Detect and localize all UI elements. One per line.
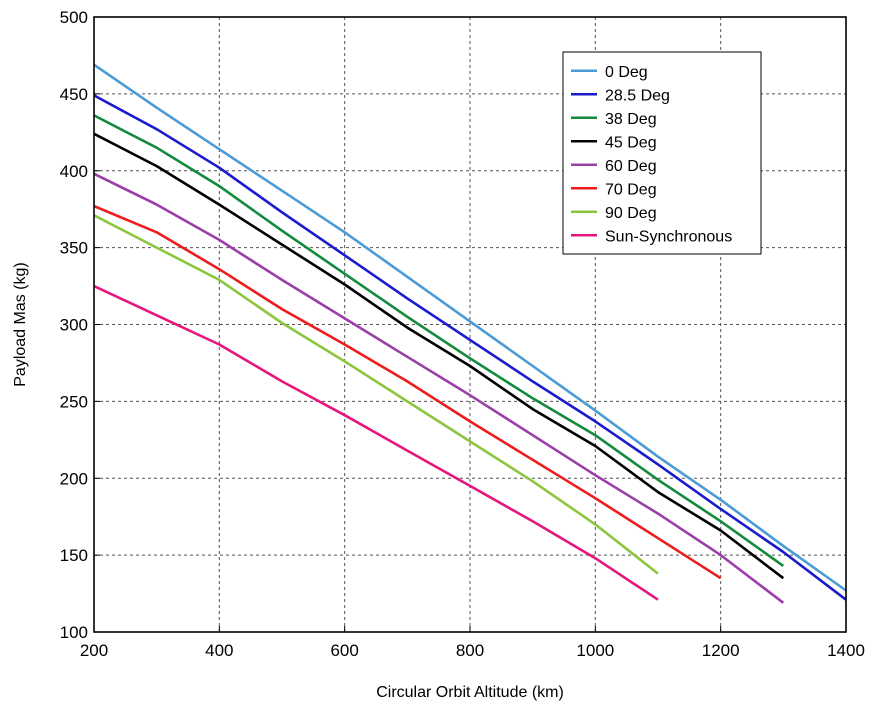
series-line bbox=[93, 284, 659, 601]
y-tick-label: 100 bbox=[60, 623, 88, 642]
x-tick-label: 200 bbox=[80, 641, 108, 660]
legend-item-label: 45 Deg bbox=[605, 134, 657, 151]
x-tick-label: 1000 bbox=[576, 641, 614, 660]
x-tick-label: 1200 bbox=[702, 641, 740, 660]
y-tick-label: 150 bbox=[60, 546, 88, 565]
y-tick-label: 250 bbox=[60, 392, 88, 411]
y-axis-label: Payload Mas (kg) bbox=[12, 262, 29, 387]
series-line bbox=[93, 63, 847, 592]
y-tick-label: 500 bbox=[60, 8, 88, 27]
x-tick-label: 400 bbox=[205, 641, 233, 660]
legend-item-label: 90 Deg bbox=[605, 205, 657, 222]
y-tick-label: 300 bbox=[60, 316, 88, 335]
y-tick-label: 350 bbox=[60, 239, 88, 258]
y-tick-label: 200 bbox=[60, 469, 88, 488]
legend-item-label: 0 Deg bbox=[605, 64, 648, 81]
legend-item-label: 70 Deg bbox=[605, 181, 657, 198]
series-line bbox=[93, 204, 722, 580]
x-axis-label: Circular Orbit Altitude (km) bbox=[376, 684, 564, 701]
series-lines bbox=[93, 63, 847, 604]
legend-item-label: 60 Deg bbox=[605, 158, 657, 175]
x-tick-label: 1400 bbox=[827, 641, 865, 660]
axis-ticks: 200 400 600 800 1000 1200 1400 100 150 200 250 300 3… bbox=[60, 8, 865, 660]
y-tick-label: 400 bbox=[60, 162, 88, 181]
x-tick-label: 600 bbox=[330, 641, 358, 660]
legend: 0 Deg 28.5 Deg 38 Deg 45 Deg 60 Deg 70 Deg 90 … bbox=[562, 51, 762, 255]
x-tick-label: 800 bbox=[456, 641, 484, 660]
y-tick-label: 450 bbox=[60, 85, 88, 104]
series-line bbox=[93, 114, 785, 567]
series-line bbox=[93, 94, 847, 601]
legend-box bbox=[562, 51, 762, 255]
series-line bbox=[93, 132, 785, 580]
series-line bbox=[93, 214, 659, 575]
series-line bbox=[93, 172, 785, 604]
legend-item-label: 28.5 Deg bbox=[605, 87, 670, 104]
legend-item-label: Sun-Synchronous bbox=[605, 228, 732, 245]
legend-item-label: 38 Deg bbox=[605, 111, 657, 128]
